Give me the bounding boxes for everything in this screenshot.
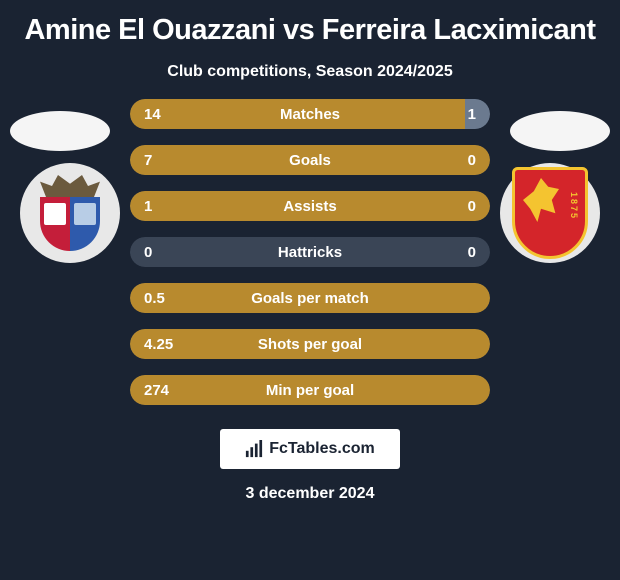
stat-row: 0.5Goals per match xyxy=(130,283,490,313)
stats-bar-list: 141Matches 70Goals 10Assists 00Hattricks 0.5… xyxy=(130,99,490,405)
stat-row: 4.25Shots per goal xyxy=(130,329,490,359)
player-right-club-badge xyxy=(500,163,600,263)
stat-label: Goals xyxy=(130,152,490,169)
footer-brand-text: FcTables.com xyxy=(269,440,375,458)
stat-row: 10Assists xyxy=(130,191,490,221)
stat-row: 70Goals xyxy=(130,145,490,175)
player-left-club-badge xyxy=(20,163,120,263)
stat-label: Shots per goal xyxy=(130,336,490,353)
player-left-avatar xyxy=(10,111,110,151)
stat-label: Assists xyxy=(130,198,490,215)
stat-row: 274Min per goal xyxy=(130,375,490,405)
player-right-avatar xyxy=(510,111,610,151)
stat-label: Min per goal xyxy=(130,382,490,399)
newtown-crest-icon xyxy=(512,167,588,259)
stat-row: 00Hattricks xyxy=(130,237,490,267)
comparison-date: 3 december 2024 xyxy=(0,485,620,503)
comparison-title: Amine El Ouazzani vs Ferreira Lacximican… xyxy=(0,0,620,47)
stat-row: 141Matches xyxy=(130,99,490,129)
bar-chart-icon xyxy=(245,440,263,458)
comparison-body: 141Matches 70Goals 10Assists 00Hattricks 0.5… xyxy=(0,99,620,503)
comparison-subtitle: Club competitions, Season 2024/2025 xyxy=(0,63,620,81)
stat-label: Matches xyxy=(130,106,490,123)
footer-brand-badge: FcTables.com xyxy=(220,429,400,469)
stat-label: Goals per match xyxy=(130,290,490,307)
braga-crest-icon xyxy=(40,175,100,251)
stat-label: Hattricks xyxy=(130,244,490,261)
